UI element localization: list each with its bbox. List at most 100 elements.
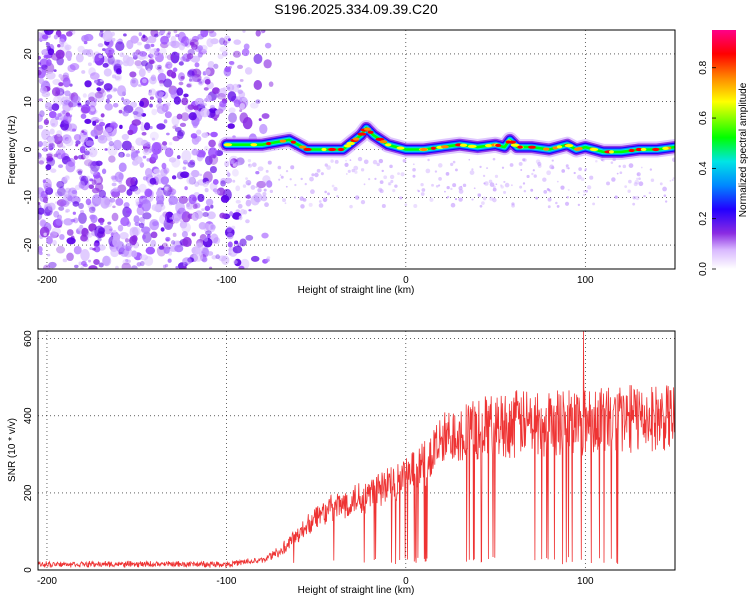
noise-blob bbox=[109, 228, 113, 231]
noise-blob bbox=[94, 91, 103, 99]
noise-blob bbox=[154, 33, 159, 38]
noise-blob bbox=[93, 242, 98, 247]
noise-speck bbox=[492, 187, 497, 192]
noise-blob bbox=[224, 66, 231, 73]
noise-speck bbox=[389, 164, 393, 169]
noise-blob bbox=[110, 248, 119, 258]
noise-speck bbox=[523, 189, 527, 193]
noise-blob bbox=[99, 79, 104, 82]
noise-blob bbox=[170, 51, 180, 64]
noise-speck bbox=[471, 168, 474, 171]
noise-blob bbox=[163, 78, 173, 88]
noise-blob bbox=[266, 256, 271, 260]
noise-blob bbox=[112, 74, 117, 79]
noise-blob bbox=[213, 63, 219, 69]
y-tick-label: 600 bbox=[23, 330, 34, 347]
noise-speck bbox=[537, 161, 542, 167]
noise-blob bbox=[201, 208, 205, 211]
noise-blob bbox=[208, 147, 218, 159]
noise-speck bbox=[640, 166, 643, 169]
noise-blob bbox=[160, 168, 168, 177]
noise-speck bbox=[669, 180, 672, 182]
noise-blob bbox=[193, 250, 204, 262]
noise-blob bbox=[181, 231, 188, 238]
noise-blob bbox=[100, 113, 105, 118]
ridge-peak bbox=[367, 130, 374, 134]
noise-blob bbox=[40, 220, 47, 227]
noise-blob bbox=[59, 200, 70, 208]
noise-blob bbox=[98, 31, 104, 38]
noise-blob bbox=[173, 96, 181, 105]
noise-speck bbox=[404, 203, 408, 206]
noise-blob bbox=[50, 168, 57, 173]
noise-speck bbox=[468, 158, 471, 161]
noise-speck bbox=[577, 203, 581, 207]
noise-blob bbox=[44, 182, 52, 193]
noise-speck bbox=[314, 172, 319, 178]
noise-blob bbox=[255, 99, 261, 104]
noise-blob bbox=[261, 232, 269, 239]
noise-speck bbox=[643, 194, 646, 198]
noise-blob bbox=[194, 210, 204, 219]
noise-blob bbox=[48, 110, 57, 119]
noise-blob bbox=[176, 87, 184, 96]
noise-blob bbox=[122, 98, 131, 106]
y-tick-label: 0 bbox=[23, 146, 34, 152]
noise-blob bbox=[209, 266, 213, 269]
noise-blob bbox=[149, 96, 154, 100]
noise-blob bbox=[92, 247, 96, 251]
noise-blob bbox=[227, 91, 237, 102]
noise-blob bbox=[190, 169, 200, 178]
noise-blob bbox=[149, 76, 157, 85]
ridge-peak bbox=[662, 146, 669, 150]
noise-speck bbox=[381, 169, 384, 173]
noise-blob bbox=[93, 246, 101, 253]
spectrogram-y-label: Frequency (Hz) bbox=[7, 116, 18, 185]
noise-blob bbox=[205, 230, 212, 236]
noise-blob bbox=[169, 220, 175, 225]
noise-blob bbox=[79, 210, 85, 214]
noise-blob bbox=[186, 83, 192, 88]
noise-blob bbox=[221, 255, 230, 265]
noise-blob bbox=[88, 96, 95, 102]
noise-speck bbox=[500, 184, 503, 187]
noise-speck bbox=[564, 201, 570, 206]
noise-speck bbox=[585, 189, 588, 193]
noise-speck bbox=[509, 163, 514, 167]
ridge-peak bbox=[396, 146, 405, 150]
noise-blob bbox=[192, 73, 202, 83]
noise-speck bbox=[481, 201, 485, 205]
noise-speck bbox=[573, 171, 576, 175]
noise-blob bbox=[158, 68, 164, 74]
ridge-peak bbox=[430, 146, 436, 150]
noise-blob bbox=[39, 219, 47, 228]
noise-speck bbox=[435, 184, 439, 188]
noise-blob bbox=[151, 108, 158, 116]
noise-blob bbox=[99, 221, 104, 226]
noise-speck bbox=[294, 183, 297, 187]
noise-speck bbox=[330, 159, 334, 163]
ridge-peak bbox=[467, 144, 477, 148]
x-tick-label: 100 bbox=[577, 275, 594, 286]
noise-speck bbox=[522, 158, 526, 162]
noise-blob bbox=[149, 125, 153, 130]
noise-blob bbox=[75, 143, 79, 147]
noise-blob bbox=[56, 130, 63, 137]
noise-blob bbox=[90, 129, 98, 137]
noise-speck bbox=[390, 179, 394, 183]
noise-speck bbox=[622, 164, 627, 169]
noise-blob bbox=[245, 219, 250, 224]
noise-blob bbox=[208, 31, 217, 38]
noise-blob bbox=[65, 50, 73, 60]
noise-speck bbox=[551, 159, 554, 162]
noise-speck bbox=[349, 159, 352, 161]
noise-blob bbox=[112, 102, 119, 108]
noise-blob bbox=[139, 162, 145, 168]
noise-speck bbox=[354, 170, 358, 174]
noise-blob bbox=[214, 110, 220, 115]
noise-blob bbox=[80, 106, 90, 114]
noise-blob bbox=[57, 113, 62, 117]
noise-blob bbox=[47, 142, 54, 149]
noise-blob bbox=[38, 62, 42, 65]
noise-blob bbox=[166, 132, 170, 136]
